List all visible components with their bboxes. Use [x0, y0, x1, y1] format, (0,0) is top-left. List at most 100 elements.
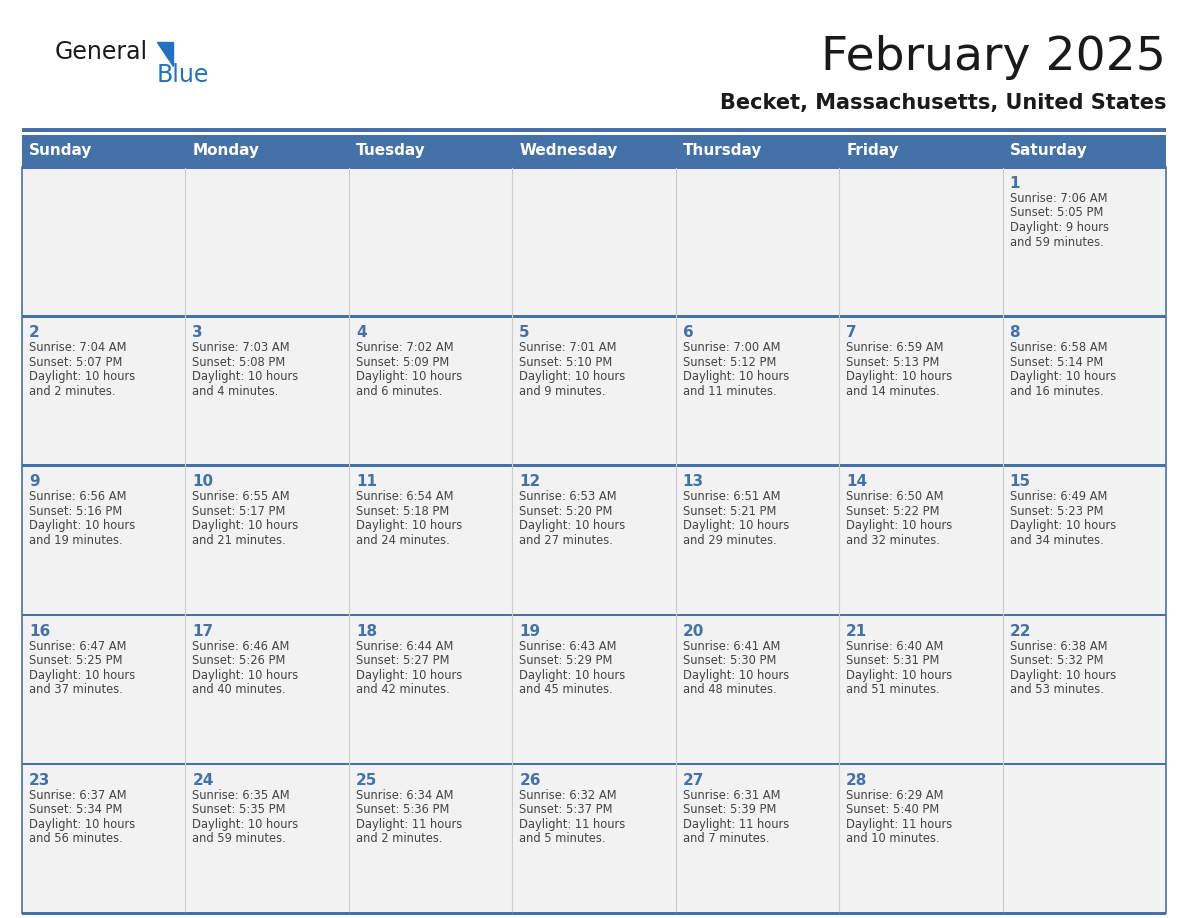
- Text: Sunset: 5:08 PM: Sunset: 5:08 PM: [192, 355, 285, 369]
- Bar: [839, 316, 1003, 465]
- Text: 15: 15: [1010, 475, 1031, 489]
- Bar: [23, 614, 185, 764]
- Text: Friday: Friday: [846, 143, 899, 159]
- Bar: [185, 316, 349, 465]
- Bar: [839, 135, 1003, 167]
- Text: Sunset: 5:16 PM: Sunset: 5:16 PM: [29, 505, 122, 518]
- Bar: [23, 316, 185, 465]
- Text: and 21 minutes.: and 21 minutes.: [192, 534, 286, 547]
- Text: Sunrise: 6:34 AM: Sunrise: 6:34 AM: [356, 789, 454, 801]
- Text: and 29 minutes.: and 29 minutes.: [683, 534, 777, 547]
- Text: Sunrise: 6:46 AM: Sunrise: 6:46 AM: [192, 640, 290, 653]
- Text: Sunrise: 6:43 AM: Sunrise: 6:43 AM: [519, 640, 617, 653]
- Text: Daylight: 10 hours: Daylight: 10 hours: [29, 668, 135, 681]
- Text: 4: 4: [356, 325, 366, 341]
- Text: 17: 17: [192, 623, 214, 639]
- Text: Thursday: Thursday: [683, 143, 762, 159]
- Text: Tuesday: Tuesday: [356, 143, 425, 159]
- Text: Daylight: 10 hours: Daylight: 10 hours: [192, 520, 298, 532]
- Bar: [839, 764, 1003, 913]
- Text: Sunrise: 6:50 AM: Sunrise: 6:50 AM: [846, 490, 943, 503]
- Text: Daylight: 10 hours: Daylight: 10 hours: [192, 668, 298, 681]
- Text: Sunset: 5:25 PM: Sunset: 5:25 PM: [29, 655, 122, 667]
- Bar: [23, 764, 185, 913]
- Text: Daylight: 10 hours: Daylight: 10 hours: [192, 370, 298, 383]
- Bar: [1003, 316, 1165, 465]
- Text: Sunrise: 7:06 AM: Sunrise: 7:06 AM: [1010, 192, 1107, 205]
- Bar: [23, 912, 1165, 914]
- Text: Sunset: 5:29 PM: Sunset: 5:29 PM: [519, 655, 613, 667]
- Bar: [23, 128, 1165, 132]
- Text: Sunset: 5:21 PM: Sunset: 5:21 PM: [683, 505, 776, 518]
- Bar: [23, 315, 1165, 318]
- Bar: [349, 465, 512, 614]
- Text: Sunset: 5:20 PM: Sunset: 5:20 PM: [519, 505, 613, 518]
- Text: Sunset: 5:13 PM: Sunset: 5:13 PM: [846, 355, 940, 369]
- Text: 5: 5: [519, 325, 530, 341]
- Text: Daylight: 10 hours: Daylight: 10 hours: [29, 818, 135, 831]
- Text: Sunset: 5:22 PM: Sunset: 5:22 PM: [846, 505, 940, 518]
- Text: Sunrise: 7:03 AM: Sunrise: 7:03 AM: [192, 341, 290, 354]
- Text: and 11 minutes.: and 11 minutes.: [683, 385, 776, 397]
- Text: Blue: Blue: [157, 63, 209, 87]
- Text: Sunrise: 6:35 AM: Sunrise: 6:35 AM: [192, 789, 290, 801]
- Text: Daylight: 11 hours: Daylight: 11 hours: [356, 818, 462, 831]
- Text: Daylight: 10 hours: Daylight: 10 hours: [846, 370, 953, 383]
- Text: Daylight: 10 hours: Daylight: 10 hours: [1010, 370, 1116, 383]
- Text: 26: 26: [519, 773, 541, 788]
- Text: 23: 23: [29, 773, 50, 788]
- Text: Daylight: 10 hours: Daylight: 10 hours: [29, 520, 135, 532]
- Text: 27: 27: [683, 773, 704, 788]
- Bar: [185, 135, 349, 167]
- Text: 10: 10: [192, 475, 214, 489]
- Text: Sunrise: 6:40 AM: Sunrise: 6:40 AM: [846, 640, 943, 653]
- Text: Sunrise: 6:55 AM: Sunrise: 6:55 AM: [192, 490, 290, 503]
- Text: Sunset: 5:35 PM: Sunset: 5:35 PM: [192, 803, 286, 816]
- Text: Sunset: 5:14 PM: Sunset: 5:14 PM: [1010, 355, 1102, 369]
- Text: Wednesday: Wednesday: [519, 143, 618, 159]
- Text: Sunrise: 6:29 AM: Sunrise: 6:29 AM: [846, 789, 943, 801]
- Bar: [23, 763, 1165, 766]
- Text: Monday: Monday: [192, 143, 259, 159]
- Text: Daylight: 10 hours: Daylight: 10 hours: [846, 520, 953, 532]
- Bar: [23, 465, 185, 614]
- Text: Sunrise: 6:59 AM: Sunrise: 6:59 AM: [846, 341, 943, 354]
- Text: Sunset: 5:05 PM: Sunset: 5:05 PM: [1010, 207, 1102, 219]
- Text: 18: 18: [356, 623, 377, 639]
- Text: Sunrise: 7:00 AM: Sunrise: 7:00 AM: [683, 341, 781, 354]
- Text: Sunrise: 7:01 AM: Sunrise: 7:01 AM: [519, 341, 617, 354]
- Text: Sunrise: 6:53 AM: Sunrise: 6:53 AM: [519, 490, 617, 503]
- Text: Daylight: 10 hours: Daylight: 10 hours: [519, 668, 626, 681]
- Bar: [349, 764, 512, 913]
- Text: 22: 22: [1010, 623, 1031, 639]
- Text: 2: 2: [29, 325, 39, 341]
- Text: Daylight: 10 hours: Daylight: 10 hours: [1010, 520, 1116, 532]
- Text: and 45 minutes.: and 45 minutes.: [519, 683, 613, 696]
- Text: Daylight: 11 hours: Daylight: 11 hours: [846, 818, 953, 831]
- Text: Daylight: 10 hours: Daylight: 10 hours: [519, 520, 626, 532]
- Text: Saturday: Saturday: [1010, 143, 1087, 159]
- Bar: [23, 166, 1165, 169]
- Bar: [676, 614, 839, 764]
- Bar: [1003, 167, 1165, 316]
- Bar: [512, 135, 676, 167]
- Text: 24: 24: [192, 773, 214, 788]
- Text: Sunset: 5:37 PM: Sunset: 5:37 PM: [519, 803, 613, 816]
- Bar: [185, 764, 349, 913]
- Text: Sunrise: 6:32 AM: Sunrise: 6:32 AM: [519, 789, 617, 801]
- Text: 25: 25: [356, 773, 378, 788]
- Text: and 59 minutes.: and 59 minutes.: [1010, 236, 1104, 249]
- Text: 20: 20: [683, 623, 704, 639]
- Text: and 14 minutes.: and 14 minutes.: [846, 385, 940, 397]
- Text: 7: 7: [846, 325, 857, 341]
- Bar: [676, 764, 839, 913]
- Bar: [512, 465, 676, 614]
- Bar: [349, 135, 512, 167]
- Text: Daylight: 10 hours: Daylight: 10 hours: [356, 668, 462, 681]
- Text: Daylight: 10 hours: Daylight: 10 hours: [356, 370, 462, 383]
- Text: and 6 minutes.: and 6 minutes.: [356, 385, 442, 397]
- Text: Sunset: 5:17 PM: Sunset: 5:17 PM: [192, 505, 286, 518]
- Bar: [676, 465, 839, 614]
- Bar: [512, 316, 676, 465]
- Text: Sunset: 5:36 PM: Sunset: 5:36 PM: [356, 803, 449, 816]
